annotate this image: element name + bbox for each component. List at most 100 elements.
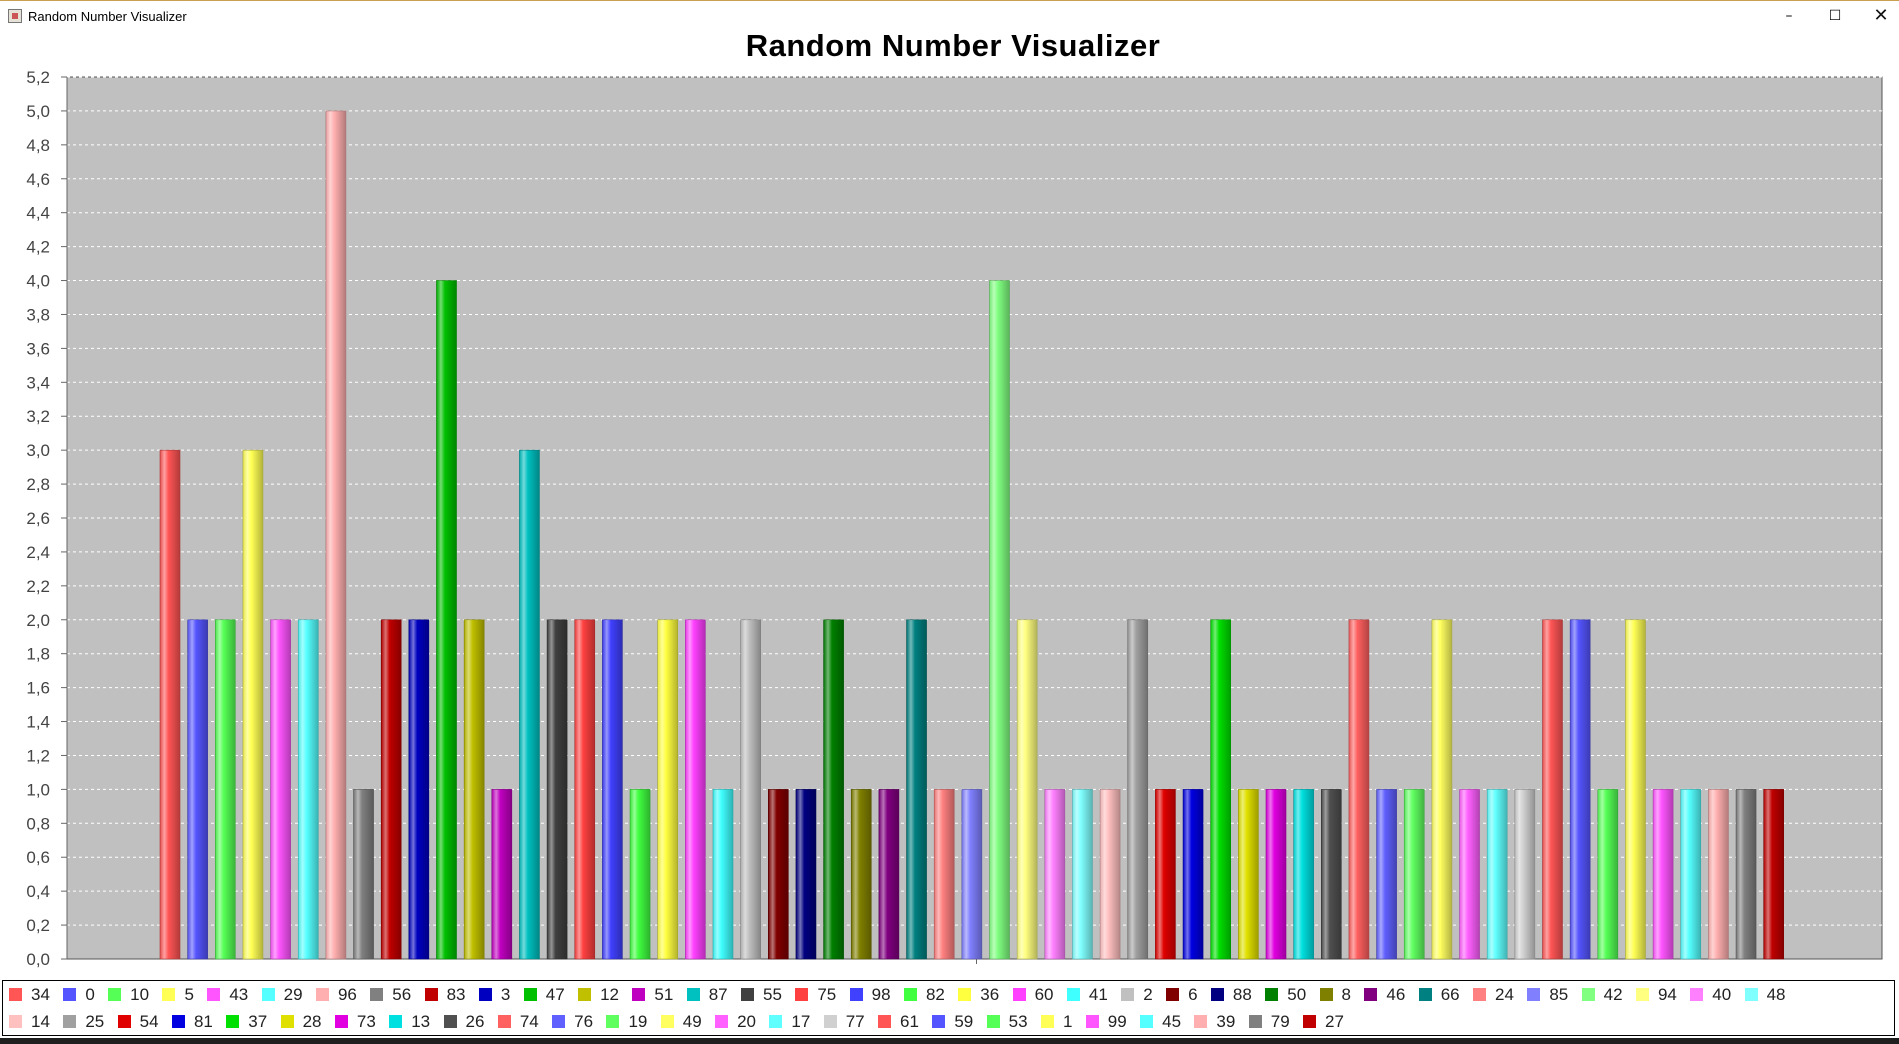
legend-swatch: [1364, 988, 1378, 1001]
legend-swatch: [1690, 988, 1704, 1001]
legend-label: 79: [1270, 1012, 1290, 1031]
bar-73: [1265, 789, 1287, 960]
legend-label: 53: [1008, 1012, 1028, 1031]
legend-swatch: [261, 988, 275, 1001]
legend-swatch: [1194, 1015, 1208, 1028]
bar-75: [574, 619, 596, 960]
bar-25: [1127, 619, 1149, 960]
bar-41: [712, 789, 734, 960]
close-button[interactable]: ✕: [1873, 5, 1889, 26]
legend-item: 96: [315, 982, 357, 1008]
legend-swatch: [226, 1015, 240, 1028]
bar-99: [1652, 789, 1674, 960]
legend-label: 8: [1341, 985, 1352, 1004]
chart-legend: 34 0 10 5 43 29 96 56 83 3 47 12 51 87 55 75 98 82 36 60 41 2…: [2, 980, 1895, 1036]
bar-39: [1708, 789, 1729, 960]
legend-swatch: [497, 1015, 511, 1028]
legend-swatch: [117, 1015, 131, 1028]
legend-swatch: [1040, 1015, 1054, 1028]
legend-label: 25: [85, 1012, 105, 1031]
legend-label: 40: [1712, 985, 1732, 1004]
bar-96: [325, 110, 347, 960]
y-tick-label: 4,6: [26, 170, 50, 189]
legend-swatch: [878, 1015, 891, 1028]
legend-item: 59: [932, 1009, 973, 1035]
bar-48: [1072, 789, 1093, 960]
legend-swatch: [63, 1015, 77, 1028]
bar-85: [961, 789, 983, 960]
legend-label: 73: [356, 1012, 376, 1031]
chart-title: Random Number Visualizer: [745, 28, 1161, 63]
legend-item: 20: [715, 1009, 756, 1035]
y-tick-label: 0,4: [26, 882, 50, 901]
y-tick-label: 5,0: [26, 102, 50, 121]
legend-item: 25: [63, 1009, 104, 1035]
legend-item: 42: [1581, 982, 1623, 1008]
legend-swatch: [1473, 988, 1487, 1001]
bar-17: [1486, 789, 1508, 960]
legend-swatch: [162, 988, 176, 1001]
bar-88: [795, 789, 817, 960]
legend-item: 66: [1418, 982, 1460, 1008]
legend-label: 17: [791, 1012, 811, 1031]
bar-3: [408, 619, 430, 960]
legend-item: 3: [478, 982, 510, 1008]
legend-label: 34: [31, 985, 50, 1004]
legend-label: 0: [85, 985, 95, 1004]
legend-item: 61: [878, 1009, 919, 1035]
legend-label: 2: [1143, 985, 1153, 1004]
legend-label: 98: [871, 985, 891, 1004]
bar-42: [989, 280, 1010, 960]
legend-label: 47: [545, 985, 565, 1004]
legend-item: 39: [1194, 1009, 1235, 1035]
legend-item: 81: [171, 1009, 213, 1035]
legend-item: 14: [9, 1009, 50, 1035]
y-tick-label: 2,6: [26, 509, 50, 528]
legend-label: 59: [954, 1012, 974, 1031]
legend-label: 54: [139, 1012, 159, 1031]
y-tick-label: 1,8: [26, 645, 50, 664]
bar-24: [933, 789, 955, 960]
legend-item: 56: [370, 982, 411, 1008]
bar-36: [657, 619, 679, 960]
legend-label: 85: [1549, 985, 1569, 1004]
y-tick-label: 3,0: [26, 441, 50, 460]
bar-49: [1431, 619, 1453, 960]
legend-item: 94: [1635, 982, 1677, 1008]
legend-item: 48: [1744, 982, 1786, 1008]
minimize-button[interactable]: –: [1785, 8, 1793, 24]
legend-label: 43: [229, 985, 249, 1004]
legend-swatch: [207, 988, 221, 1001]
legend-label: 87: [708, 985, 728, 1004]
legend-swatch: [63, 988, 77, 1001]
legend-label: 41: [1088, 985, 1108, 1004]
bar-2: [740, 619, 761, 960]
bar-34: [159, 449, 181, 960]
bar-20: [1459, 789, 1480, 960]
legend-item: 10: [108, 982, 149, 1008]
bar-40: [1044, 789, 1066, 960]
legend-item: 99: [1085, 1009, 1127, 1035]
bar-79: [1735, 789, 1757, 960]
legend-swatch: [1085, 1015, 1099, 1028]
bar-19: [1403, 789, 1425, 960]
bar-60: [685, 619, 706, 960]
legend-label: 28: [302, 1012, 322, 1031]
legend-label: 13: [411, 1012, 431, 1031]
legend-label: 39: [1216, 1012, 1236, 1031]
y-tick-label: 3,6: [26, 339, 50, 358]
legend-item: 36: [958, 982, 999, 1008]
bar-54: [1155, 789, 1176, 960]
legend-swatch: [389, 1015, 403, 1028]
legend-swatch: [715, 1015, 729, 1028]
y-tick-label: 4,4: [26, 204, 50, 223]
bar-47: [436, 280, 457, 960]
legend-label: 83: [446, 985, 466, 1004]
y-tick-label: 4,0: [26, 272, 50, 291]
legend-item: 77: [823, 1009, 865, 1035]
maximize-button[interactable]: ☐: [1828, 8, 1842, 24]
legend-label: 29: [283, 985, 303, 1004]
legend-label: 26: [465, 1012, 485, 1031]
y-tick-label: 1,2: [26, 746, 50, 765]
legend-item: 40: [1690, 982, 1731, 1008]
